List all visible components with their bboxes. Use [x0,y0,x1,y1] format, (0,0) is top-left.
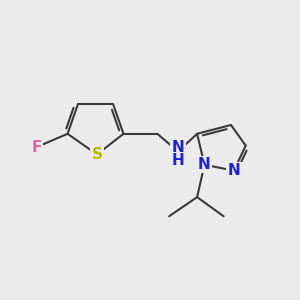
Text: N: N [227,163,240,178]
Text: S: S [92,147,103,162]
Text: N: N [198,157,211,172]
Text: F: F [32,140,42,154]
Text: N: N [172,140,184,155]
Text: H: H [172,153,184,168]
